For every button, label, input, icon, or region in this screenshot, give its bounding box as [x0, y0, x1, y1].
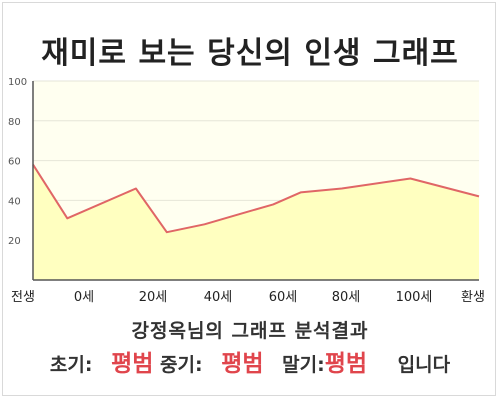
y-tick-label: 20	[8, 236, 21, 247]
mid-value: 평범	[221, 351, 264, 377]
y-tick-label: 80	[8, 117, 21, 128]
series-line	[32, 164, 480, 234]
x-tick-label: 60세	[269, 290, 298, 305]
axes	[32, 81, 479, 281]
page-title: 재미로 보는 당신의 인생 그래프	[41, 36, 459, 71]
x-tick-label: 환생	[461, 290, 485, 305]
late-value: 평범	[324, 351, 368, 377]
y-tick-label: 100	[8, 77, 27, 88]
y-tick-label: 40	[8, 196, 21, 207]
x-tick-label: 20세	[139, 290, 168, 305]
x-tick-labels: 전생 0세 20세 40세 60세 80세 100세 환생	[11, 290, 485, 305]
late-label: 말기:	[282, 354, 325, 376]
x-tick-label: 40세	[204, 290, 233, 305]
early-value: 평범	[111, 351, 154, 377]
x-tick-label: 100세	[396, 290, 433, 305]
mid-label: 중기:	[160, 354, 203, 376]
y-tick-label: 60	[8, 157, 21, 168]
early-label: 초기:	[49, 354, 93, 376]
x-tick-label: 0세	[74, 290, 94, 305]
x-tick-label: 80세	[332, 290, 361, 305]
area-fill	[33, 164, 479, 280]
result-suffix: 입니다	[397, 354, 451, 376]
card-frame	[2, 2, 496, 396]
y-tick-labels: 20 40 60 80 100	[8, 77, 27, 247]
x-tick-label: 전생	[11, 290, 35, 305]
analysis-heading: 강정옥님의 그래프 분석결과	[131, 320, 369, 342]
analysis-result: 초기: 평범 중기: 평범 말기:평범 입니다	[0, 344, 500, 378]
